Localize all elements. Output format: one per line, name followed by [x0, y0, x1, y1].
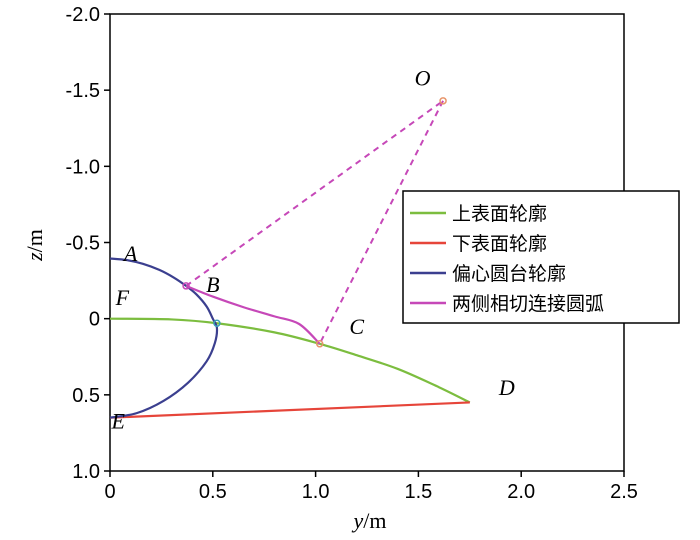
y-tick-label: 0.5 — [72, 385, 100, 407]
point-marker-O — [439, 97, 447, 105]
dashed-construction-lines — [185, 100, 444, 345]
x-tick-label: 0 — [104, 481, 115, 503]
x-tick-label: 2.0 — [507, 481, 535, 503]
y-tick-label: -1.0 — [66, 156, 100, 178]
y-axis-title: z/m — [22, 229, 47, 262]
point-labels: A B C D E F O — [110, 66, 514, 434]
dashed-radius-line — [185, 100, 444, 287]
y-tick-label: 0 — [89, 309, 100, 331]
point-label-C: C — [349, 314, 364, 339]
dashed-radius-line — [318, 100, 444, 345]
x-axis-title: y/m — [352, 508, 387, 533]
x-tick-label: 1.5 — [404, 481, 432, 503]
point-label-F: F — [115, 285, 130, 310]
series-lines — [109, 257, 471, 419]
y-tick-label: 1.0 — [72, 461, 100, 483]
point-marker-C — [315, 340, 324, 348]
legend-item-tangent-arc: 两侧相切连接圆弧 — [452, 293, 604, 315]
point-label-A: A — [122, 241, 138, 266]
point-label-E: E — [110, 408, 125, 433]
x-tick-label: 0.5 — [199, 481, 227, 503]
point-label-O: O — [415, 66, 431, 91]
upper-surface-line — [109, 317, 471, 404]
legend-item-upper-surface: 上表面轮廓 — [452, 203, 547, 225]
tangent-arc-line — [185, 284, 321, 345]
point-marker-B — [182, 282, 190, 290]
point-marker-tangent — [213, 319, 221, 327]
point-markers — [182, 97, 447, 348]
y-axis-ticks: -2.0 -1.5 -1.0 -0.5 0 0.5 1.0 — [66, 4, 110, 483]
eccentric-frustum-line — [109, 257, 219, 419]
legend-item-lower-surface: 下表面轮廓 — [452, 233, 547, 255]
point-label-B: B — [206, 272, 219, 297]
y-tick-label: -1.5 — [66, 80, 100, 102]
lower-surface-line — [109, 401, 470, 419]
x-tick-label: 2.5 — [610, 481, 638, 503]
legend-box — [402, 190, 680, 324]
y-tick-label: -0.5 — [66, 233, 100, 255]
y-tick-label: -2.0 — [66, 4, 100, 26]
point-label-D: D — [498, 375, 515, 400]
x-tick-label: 1.0 — [302, 481, 330, 503]
x-axis-ticks: 0 0.5 1.0 1.5 2.0 2.5 — [104, 471, 638, 503]
legend-item-eccentric-frustum: 偏心圆台轮廓 — [452, 263, 566, 285]
